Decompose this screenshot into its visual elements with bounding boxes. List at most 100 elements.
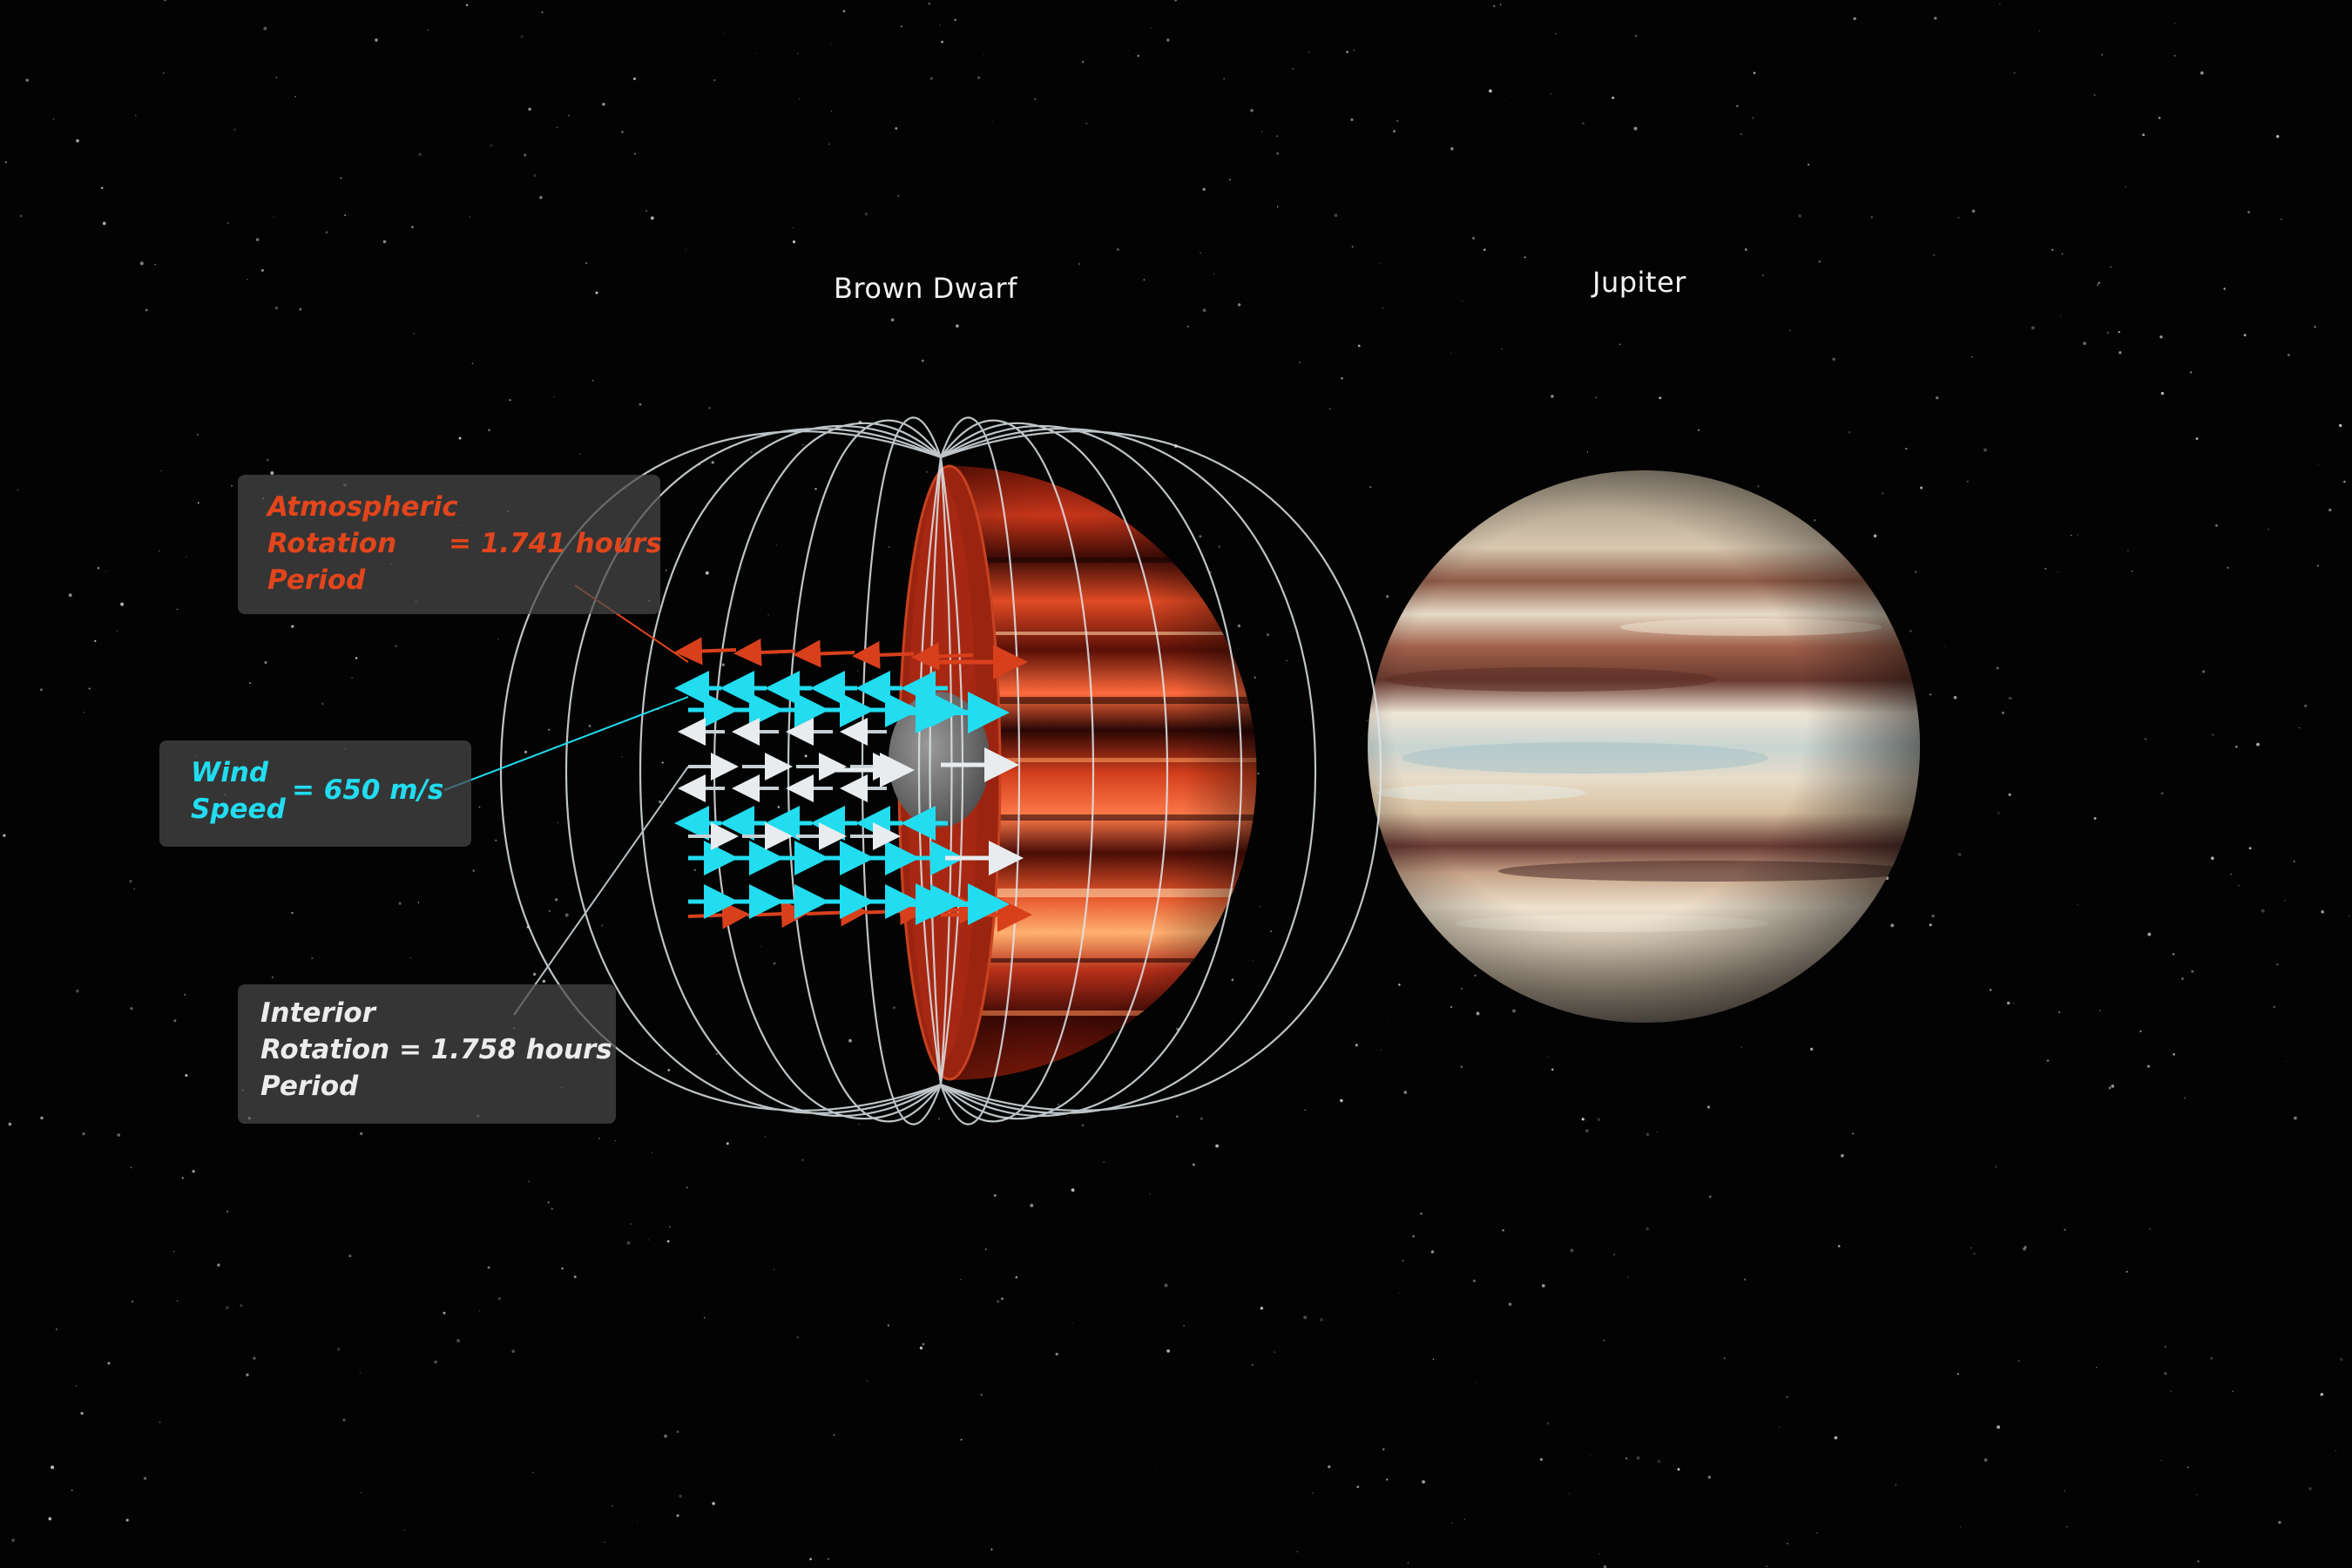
- star: [858, 1124, 860, 1125]
- star: [1909, 353, 1911, 355]
- star: [997, 1300, 1000, 1303]
- star: [1934, 17, 1937, 20]
- star: [679, 1494, 683, 1498]
- star: [2175, 1108, 2176, 1110]
- star: [1541, 1284, 1545, 1288]
- star: [1953, 695, 1957, 700]
- star: [2235, 746, 2238, 748]
- star: [703, 1316, 706, 1319]
- star: [1524, 256, 1526, 259]
- star: [94, 639, 97, 643]
- star: [1200, 1117, 1203, 1120]
- star: [409, 957, 412, 959]
- star: [1627, 1276, 1630, 1279]
- star: [2227, 566, 2229, 569]
- star: [977, 76, 981, 79]
- star: [497, 1297, 502, 1301]
- star: [1568, 1493, 1570, 1494]
- star: [2284, 900, 2286, 902]
- star: [1639, 286, 1641, 288]
- star: [456, 1339, 461, 1343]
- star: [71, 1490, 73, 1491]
- atmospheric-arrow: [747, 900, 809, 929]
- star: [2024, 1246, 2027, 1248]
- star: [2243, 334, 2247, 337]
- star: [2335, 1450, 2336, 1451]
- star: [299, 308, 302, 311]
- star: [1873, 534, 1877, 537]
- star: [721, 663, 725, 666]
- star: [1304, 1109, 1307, 1112]
- star: [795, 741, 797, 744]
- star: [893, 1006, 896, 1009]
- field-line: [940, 422, 1169, 1120]
- star: [344, 214, 347, 216]
- star: [2349, 915, 2351, 917]
- star: [539, 196, 543, 199]
- interior-label-line2: Rotation = 1.758 hours: [260, 1034, 612, 1065]
- star: [528, 1180, 531, 1183]
- star: [1461, 987, 1463, 990]
- star: [1202, 187, 1206, 192]
- star: [2011, 697, 2013, 700]
- star: [715, 1052, 719, 1056]
- star: [2316, 564, 2320, 567]
- star: [1930, 693, 1932, 696]
- star: [1382, 308, 1384, 309]
- star: [1251, 1363, 1254, 1366]
- star: [1735, 105, 1739, 108]
- star: [960, 1278, 962, 1281]
- star: [864, 213, 868, 216]
- star: [2093, 817, 2097, 820]
- star: [1740, 1046, 1743, 1049]
- star: [1551, 1068, 1554, 1071]
- star: [40, 1116, 44, 1120]
- star: [2197, 1560, 2200, 1563]
- star: [2096, 283, 2099, 287]
- star: [2248, 847, 2252, 850]
- star: [1355, 1044, 1358, 1047]
- star: [2339, 423, 2342, 428]
- field-line: [564, 428, 942, 1114]
- star: [547, 1201, 550, 1204]
- star: [1450, 146, 1454, 151]
- interior-label-line1: Interior: [260, 997, 375, 1029]
- star: [2131, 570, 2133, 572]
- star: [2144, 737, 2147, 740]
- star: [143, 1477, 147, 1480]
- star: [630, 1223, 632, 1225]
- star: [134, 114, 137, 117]
- atmospheric-label-line2: Rotation: [267, 528, 397, 559]
- star: [888, 546, 890, 548]
- star: [602, 102, 605, 106]
- star: [2013, 1003, 2015, 1004]
- star: [1346, 51, 1348, 53]
- star: [1328, 408, 1331, 410]
- star: [2160, 391, 2165, 395]
- interior-label-line3: Period: [260, 1071, 359, 1102]
- star: [2195, 437, 2199, 440]
- star: [650, 216, 654, 220]
- star: [68, 593, 72, 598]
- star: [712, 1502, 715, 1505]
- star: [1382, 1448, 1385, 1451]
- star: [2191, 970, 2194, 973]
- star: [2261, 909, 2265, 913]
- star: [1192, 1163, 1195, 1166]
- star: [1266, 633, 1269, 637]
- star: [1744, 1278, 1747, 1281]
- star: [895, 127, 898, 130]
- star: [1274, 1351, 1276, 1354]
- star: [1751, 116, 1754, 119]
- star: [1995, 1166, 1997, 1168]
- star: [413, 333, 416, 335]
- star: [827, 1558, 830, 1560]
- star: [2256, 742, 2260, 747]
- star: [775, 653, 777, 655]
- star: [2158, 116, 2161, 119]
- star: [1957, 853, 1962, 856]
- star: [511, 1349, 515, 1354]
- star: [1595, 396, 1598, 399]
- star: [2286, 1060, 2288, 1062]
- star: [541, 11, 544, 14]
